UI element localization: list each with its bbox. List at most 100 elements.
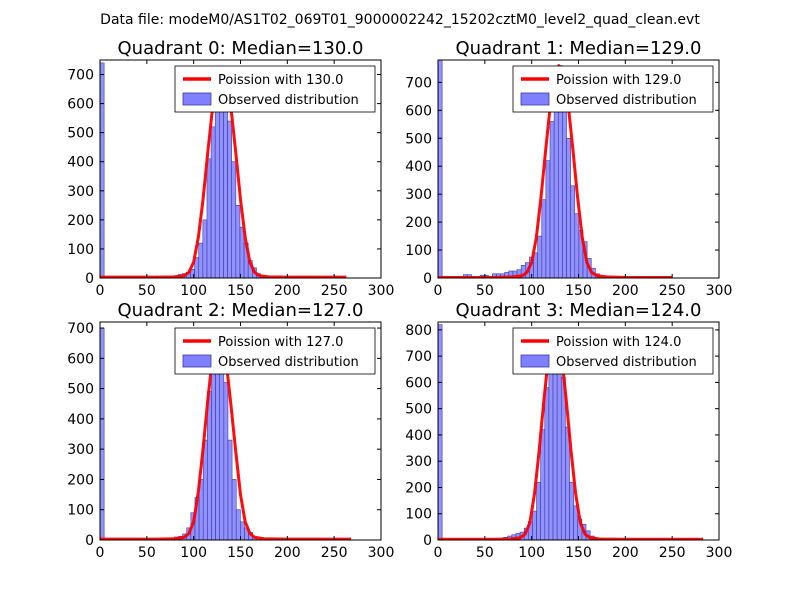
y-tick-label: 400 (405, 159, 432, 175)
x-tick-label: 0 (96, 283, 105, 299)
histogram-bar (540, 429, 546, 540)
subplot-title: Quadrant 3: Median=124.0 (456, 300, 702, 321)
x-tick-label: 150 (227, 283, 254, 299)
histogram-bar (100, 327, 105, 540)
legend-bar-swatch (520, 354, 550, 368)
histogram-bar (206, 158, 212, 278)
legend-label-poisson: Poission with 129.0 (556, 73, 681, 88)
x-tick-label: 100 (518, 283, 545, 299)
histogram-bar (574, 213, 580, 278)
histogram-bar (544, 387, 550, 540)
y-tick-label: 0 (85, 271, 94, 287)
histogram-bar (438, 324, 443, 540)
y-tick-label: 700 (405, 349, 432, 365)
histogram-bar (235, 509, 241, 540)
y-tick-label: 300 (405, 454, 432, 470)
plot-area (100, 62, 347, 278)
subplot-title: Quadrant 0: Median=130.0 (118, 38, 364, 59)
y-tick-label: 500 (67, 382, 94, 398)
x-tick-label: 250 (321, 283, 348, 299)
histogram-bar (537, 235, 543, 278)
y-tick-label: 400 (67, 155, 94, 171)
y-tick-label: 200 (67, 213, 94, 229)
legend: Poission with 127.0 Observed distribution (174, 327, 376, 375)
legend-label-poisson: Poission with 124.0 (556, 335, 681, 350)
x-tick-label: 150 (227, 545, 254, 561)
x-tick-label: 200 (274, 545, 301, 561)
figure-suptitle: Data file: modeM0/AS1T02_069T01_90000022… (100, 12, 700, 28)
x-tick-label: 50 (138, 545, 156, 561)
histogram-bar (231, 161, 237, 278)
y-tick-label: 700 (67, 68, 94, 84)
legend-bar-swatch (520, 92, 550, 106)
histogram-bar (210, 126, 216, 278)
legend-label-observed: Observed distribution (556, 93, 697, 108)
histogram-bar (100, 62, 105, 278)
histogram-bar (569, 481, 574, 540)
x-tick-label: 250 (659, 545, 686, 561)
subplot-quadrant-3: 0 50 100 150 200 250 300 0 100 200 300 400 500 600 700… (405, 300, 732, 561)
histogram-bar (562, 104, 567, 278)
x-tick-label: 50 (138, 283, 156, 299)
histogram-bar (566, 137, 571, 278)
histogram-bar (545, 160, 551, 278)
y-tick-label: 300 (405, 187, 432, 203)
y-tick-label: 600 (67, 351, 94, 367)
y-tick-label: 700 (405, 75, 432, 91)
legend: Poission with 130.0 Observed distribution (174, 65, 376, 113)
histogram-bar (223, 382, 229, 540)
subplot-quadrant-0: 0 50 100 150 200 250 300 0 100 200 300 400 500 600 700… (67, 38, 394, 299)
poisson-line (438, 64, 673, 278)
y-tick-label: 600 (67, 97, 94, 113)
x-tick-label: 300 (706, 545, 733, 561)
histogram-bar (541, 199, 547, 278)
histogram-bar (227, 439, 233, 540)
legend-label-observed: Observed distribution (556, 355, 697, 370)
y-tick-label: 100 (67, 503, 94, 519)
x-tick-label: 300 (368, 545, 395, 561)
histogram-bar (549, 121, 555, 278)
y-tick-label: 0 (423, 271, 432, 287)
histogram-bar (536, 481, 541, 540)
x-tick-label: 0 (434, 545, 443, 561)
legend-label-observed: Observed distribution (218, 355, 359, 370)
x-tick-label: 50 (476, 545, 494, 561)
histogram-bar (211, 373, 216, 540)
x-tick-label: 200 (612, 545, 639, 561)
histogram-bar (227, 120, 232, 278)
histogram-bar (570, 185, 576, 278)
histogram-bar (560, 376, 566, 540)
y-tick-label: 600 (405, 375, 432, 391)
subplot-title: Quadrant 1: Median=129.0 (456, 38, 702, 59)
y-tick-label: 400 (405, 428, 432, 444)
y-tick-label: 500 (405, 131, 432, 147)
x-tick-label: 0 (434, 283, 443, 299)
y-tick-label: 500 (67, 126, 94, 142)
legend-label-poisson: Poission with 127.0 (218, 335, 343, 350)
histogram-bar (438, 60, 443, 278)
x-tick-label: 0 (96, 545, 105, 561)
x-tick-label: 300 (706, 283, 733, 299)
x-tick-label: 250 (321, 545, 348, 561)
histogram-bar (223, 88, 228, 278)
y-tick-label: 200 (405, 215, 432, 231)
y-tick-label: 400 (67, 412, 94, 428)
subplot-quadrant-1: 0 50 100 150 200 250 300 0 100 200 300 400 500 600 700… (405, 38, 732, 299)
histogram-bar (235, 205, 241, 278)
x-tick-label: 50 (476, 283, 494, 299)
x-tick-label: 100 (180, 545, 207, 561)
y-tick-label: 500 (405, 402, 432, 418)
histogram-bar (202, 219, 208, 278)
subplot-quadrant-2: 0 50 100 150 200 250 300 0 100 200 300 400 500 600 700… (67, 300, 394, 561)
histogram-bar (207, 391, 212, 540)
y-tick-label: 700 (67, 321, 94, 337)
y-tick-label: 100 (405, 243, 432, 259)
y-tick-label: 100 (67, 242, 94, 258)
y-tick-label: 200 (405, 480, 432, 496)
y-tick-label: 800 (405, 323, 432, 339)
x-tick-label: 100 (518, 545, 545, 561)
histogram-bar (548, 368, 554, 540)
x-tick-label: 300 (368, 283, 395, 299)
y-tick-label: 200 (67, 472, 94, 488)
